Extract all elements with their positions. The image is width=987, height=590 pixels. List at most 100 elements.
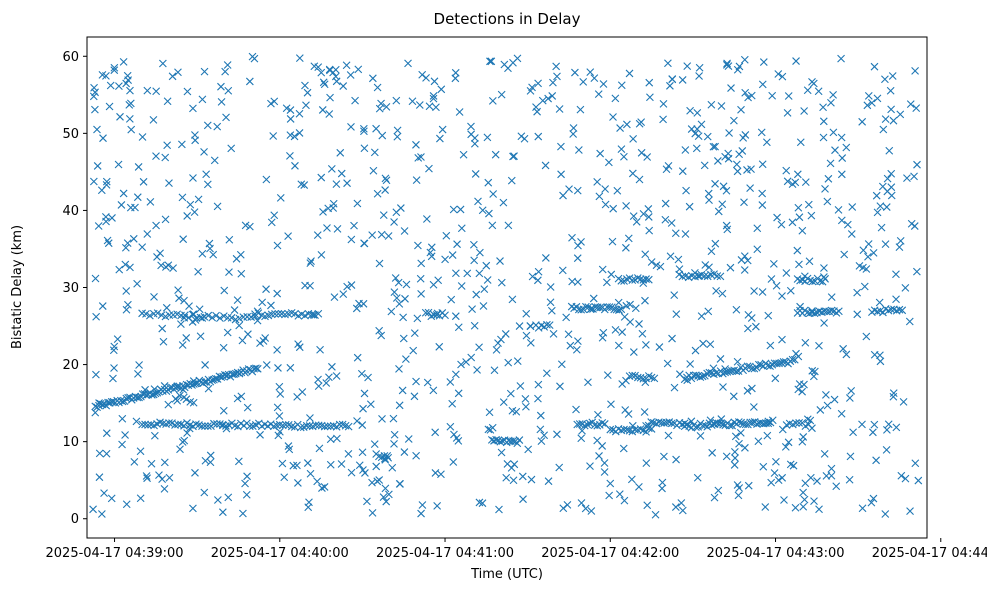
data-point	[361, 469, 369, 477]
data-point	[433, 309, 442, 318]
data-point	[704, 307, 713, 316]
data-point	[437, 85, 446, 94]
data-point	[142, 472, 151, 480]
data-point	[109, 374, 117, 383]
data-point	[110, 66, 119, 75]
data-point	[160, 382, 169, 390]
data-point	[499, 398, 508, 406]
data-point	[395, 364, 403, 373]
data-point	[749, 403, 758, 411]
data-point	[450, 430, 458, 439]
data-point	[492, 435, 500, 444]
data-point	[678, 76, 687, 84]
data-point	[451, 370, 460, 379]
data-point	[508, 295, 517, 304]
data-point	[522, 309, 531, 318]
data-point	[204, 311, 213, 320]
data-point	[347, 122, 355, 131]
data-point	[910, 172, 918, 181]
data-point	[319, 207, 327, 216]
data-point	[842, 143, 851, 152]
data-point	[792, 57, 800, 65]
data-point	[800, 272, 809, 281]
data-point	[578, 426, 586, 435]
data-point	[722, 452, 731, 461]
data-point	[254, 309, 263, 317]
data-point	[709, 364, 718, 373]
data-point	[153, 309, 162, 317]
data-point	[431, 469, 440, 477]
data-point	[198, 249, 207, 258]
data-point	[202, 170, 211, 179]
data-point	[903, 174, 911, 183]
data-point	[414, 154, 423, 162]
data-point	[821, 390, 830, 399]
data-point	[377, 230, 386, 239]
data-point	[262, 175, 271, 184]
data-point	[901, 474, 910, 483]
data-point	[513, 357, 522, 366]
data-point	[698, 421, 707, 430]
data-point	[328, 362, 336, 371]
data-point	[276, 390, 285, 398]
data-point	[475, 343, 483, 352]
data-point	[832, 482, 841, 491]
data-point	[722, 221, 731, 230]
data-point	[837, 216, 846, 225]
data-point	[281, 420, 290, 429]
data-point	[641, 341, 650, 349]
data-point	[650, 374, 659, 383]
data-point	[911, 67, 919, 75]
data-point	[201, 361, 209, 369]
data-point	[522, 402, 530, 411]
data-point	[390, 218, 398, 226]
data-point	[568, 277, 577, 286]
data-point	[457, 282, 466, 290]
data-point	[123, 239, 132, 247]
data-point	[721, 365, 730, 373]
data-point	[768, 416, 777, 425]
data-point	[863, 101, 872, 110]
data-point	[138, 420, 146, 429]
data-point	[661, 199, 670, 208]
data-point	[182, 395, 191, 404]
data-point	[858, 504, 867, 513]
data-point	[314, 309, 323, 318]
data-point	[829, 128, 838, 137]
data-point	[809, 79, 818, 88]
data-point	[176, 445, 184, 454]
data-point	[712, 369, 721, 377]
data-point	[121, 243, 130, 252]
data-point	[218, 508, 227, 517]
data-point	[579, 77, 588, 86]
data-point	[735, 484, 744, 492]
data-point	[905, 317, 914, 326]
data-point	[666, 252, 675, 261]
data-point	[478, 499, 487, 508]
data-point	[853, 310, 862, 319]
data-point	[306, 414, 314, 422]
data-point	[173, 382, 181, 391]
data-point	[269, 132, 278, 140]
data-point	[743, 256, 752, 265]
data-point	[882, 445, 891, 454]
data-point	[91, 105, 99, 114]
data-point	[347, 281, 356, 289]
data-point	[368, 74, 377, 83]
data-point	[189, 504, 197, 513]
data-point	[548, 92, 557, 100]
data-point	[325, 373, 333, 382]
data-point	[462, 358, 470, 366]
data-point	[515, 322, 524, 330]
data-point	[134, 369, 142, 378]
data-point	[743, 166, 751, 174]
data-point	[429, 92, 438, 100]
data-point	[267, 310, 276, 319]
data-point	[472, 290, 481, 299]
data-point	[175, 391, 184, 400]
data-point	[730, 116, 738, 125]
data-point	[143, 86, 152, 95]
data-point	[375, 259, 384, 268]
data-point	[639, 210, 648, 218]
data-point	[201, 456, 210, 465]
